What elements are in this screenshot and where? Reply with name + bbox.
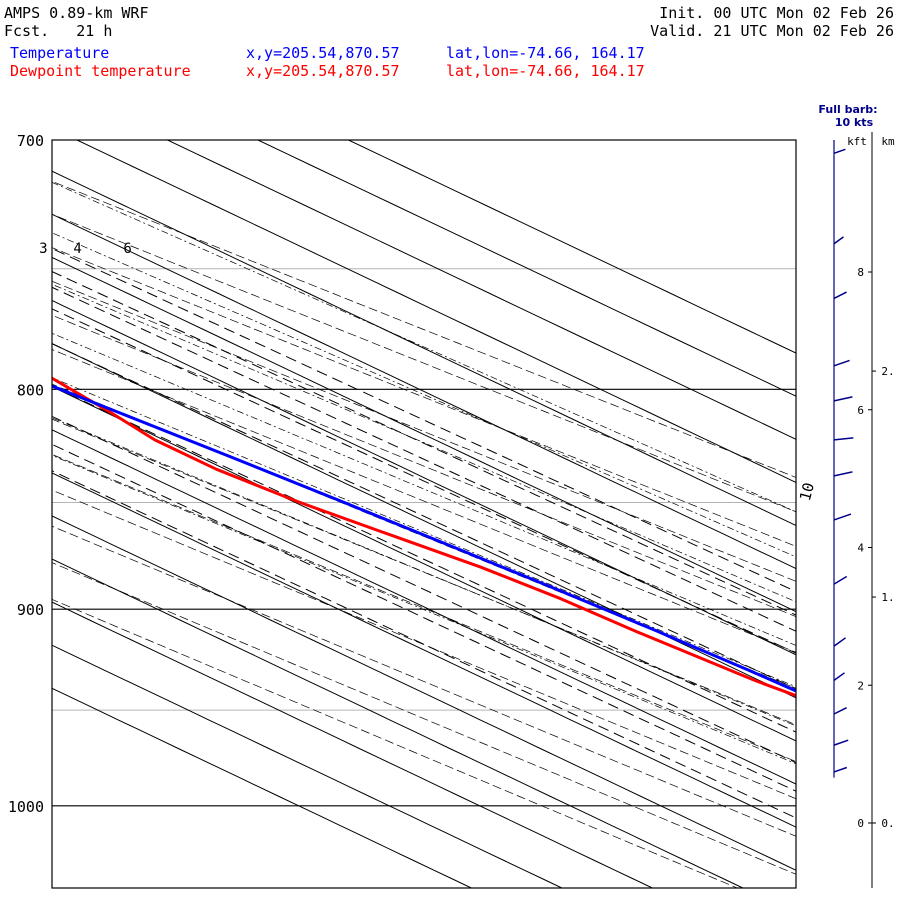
moist-adiabat--30 [52,455,796,765]
model-title: AMPS 0.89-km WRF [4,4,149,22]
isotherm--100 [52,687,473,888]
kft-unit-label: kft [847,135,867,148]
isotherm--70 [52,558,744,888]
isotherm--30 [52,386,796,742]
wind-barb-1 [833,739,849,746]
isotherm-60 [347,140,796,354]
legend-temperature-xy: x,y=205.54,870.57 [246,44,400,62]
isotherm--10 [52,299,796,656]
kft-label-6: 6 [857,404,864,417]
mixing-ratio-line-8 [52,247,796,593]
wind-barb-5 [833,575,848,585]
isotherm--40 [52,429,796,785]
legend-dewpoint-name: Dewpoint temperature [10,62,191,80]
isotherm-0 [52,256,796,613]
wind-barb-10 [833,359,850,367]
mixing-ratio-line-0 [52,470,796,819]
moist-adiabat-0 [52,332,796,646]
moist-adiabat-label: 10 [796,481,818,503]
wind-barb-9 [833,396,853,402]
legend-dewpoint-xy: x,y=205.54,870.57 [246,62,400,80]
legend-temperature-name: Temperature [10,44,110,62]
wind-barb-7 [833,471,853,477]
pressure-label-1000: 1000 [8,798,44,816]
isotherm-10 [52,213,796,570]
km-unit-label: km [881,135,895,148]
wind-barb-6 [833,513,852,521]
pressure-label-700: 700 [17,132,44,150]
moist-adiabat--20 [52,417,796,727]
legend-dewpoint-latlon: lat,lon=-74.66, 164.17 [446,62,645,80]
wind-barb-4 [833,637,847,647]
kft-label-8: 8 [857,266,864,279]
moist-adiabat-20 [52,232,796,558]
km-label-1: 1. [881,591,894,604]
wind-height-panel: Full barb:10 kts kft km 0 2 4 6 8 0. 1. 2. [818,103,895,888]
mixing-ratio-line-4 [52,343,796,690]
dry-adiabat-270 [52,349,796,653]
wind-barb-2 [833,707,847,715]
mixing-ratio-line-6 [52,286,796,632]
pressure-label-900: 900 [17,601,44,619]
temperature-profile-line [52,384,796,693]
mixing-ratio-line-2 [52,415,796,764]
kft-label-4: 4 [857,542,864,555]
wind-barb-unit-label: Full barb: [818,103,877,116]
wind-barb-8 [833,437,854,441]
kft-label-0: 0 [857,817,864,830]
wind-barb-13 [833,148,846,154]
km-label-0: 0. [881,817,894,830]
dry-adiabat-240 [52,454,796,762]
plot-frame [51,139,797,889]
moist-adiabat-10 [52,283,796,603]
wind-barb-0 [833,766,848,773]
kft-label-2: 2 [857,679,864,692]
mixing-ratio-line-5 [52,308,796,654]
mixing-ratio-label-5: 2 [0,241,1,257]
mixing-ratio-label-8: 6 [123,241,131,257]
isotherm-30 [75,140,796,483]
dewpoint-profile-line [52,376,796,698]
wind-barb-12 [833,236,844,245]
isotherm--20 [52,343,796,699]
dry-adiabat-300 [52,247,796,547]
dry-adiabat-210 [52,562,796,875]
mixing-ratio-label-7: 4 [73,241,81,257]
isotherm--90 [52,644,563,888]
chart-labels: 7008009001000-70-60-50-40-30-20-10022023… [0,132,818,816]
mixing-ratio-line-7 [52,271,796,616]
isotherm-20 [52,170,796,527]
wind-barb-unit-value: 10 kts [835,116,874,129]
isotherm-40 [166,140,796,440]
km-label-2: 2. [881,365,894,378]
mixing-ratio-line-3 [52,385,796,733]
legend-temperature-latlon: lat,lon=-74.66, 164.17 [446,44,645,62]
sounding-profiles [52,376,796,698]
wind-barb-11 [833,291,847,300]
isotherm-50 [256,140,796,397]
init-time: Init. 00 UTC Mon 02 Feb 26 [659,4,894,22]
isotherm--50 [52,472,796,828]
isotherm--80 [52,601,654,888]
forecast-hour: Fcst. 21 h [4,22,113,40]
dry-adiabat-320 [52,180,796,478]
dry-adiabat-220 [52,525,796,837]
wind-barb-3 [833,672,845,681]
dry-adiabat-310 [52,213,796,513]
isotherm--60 [52,515,796,871]
pressure-label-800: 800 [17,381,44,399]
valid-time: Valid. 21 UTC Mon 02 Feb 26 [650,22,894,40]
mixing-ratio-label-6: 3 [39,241,47,257]
dry-adiabat-290 [52,280,796,582]
diagram-grid [52,140,796,888]
